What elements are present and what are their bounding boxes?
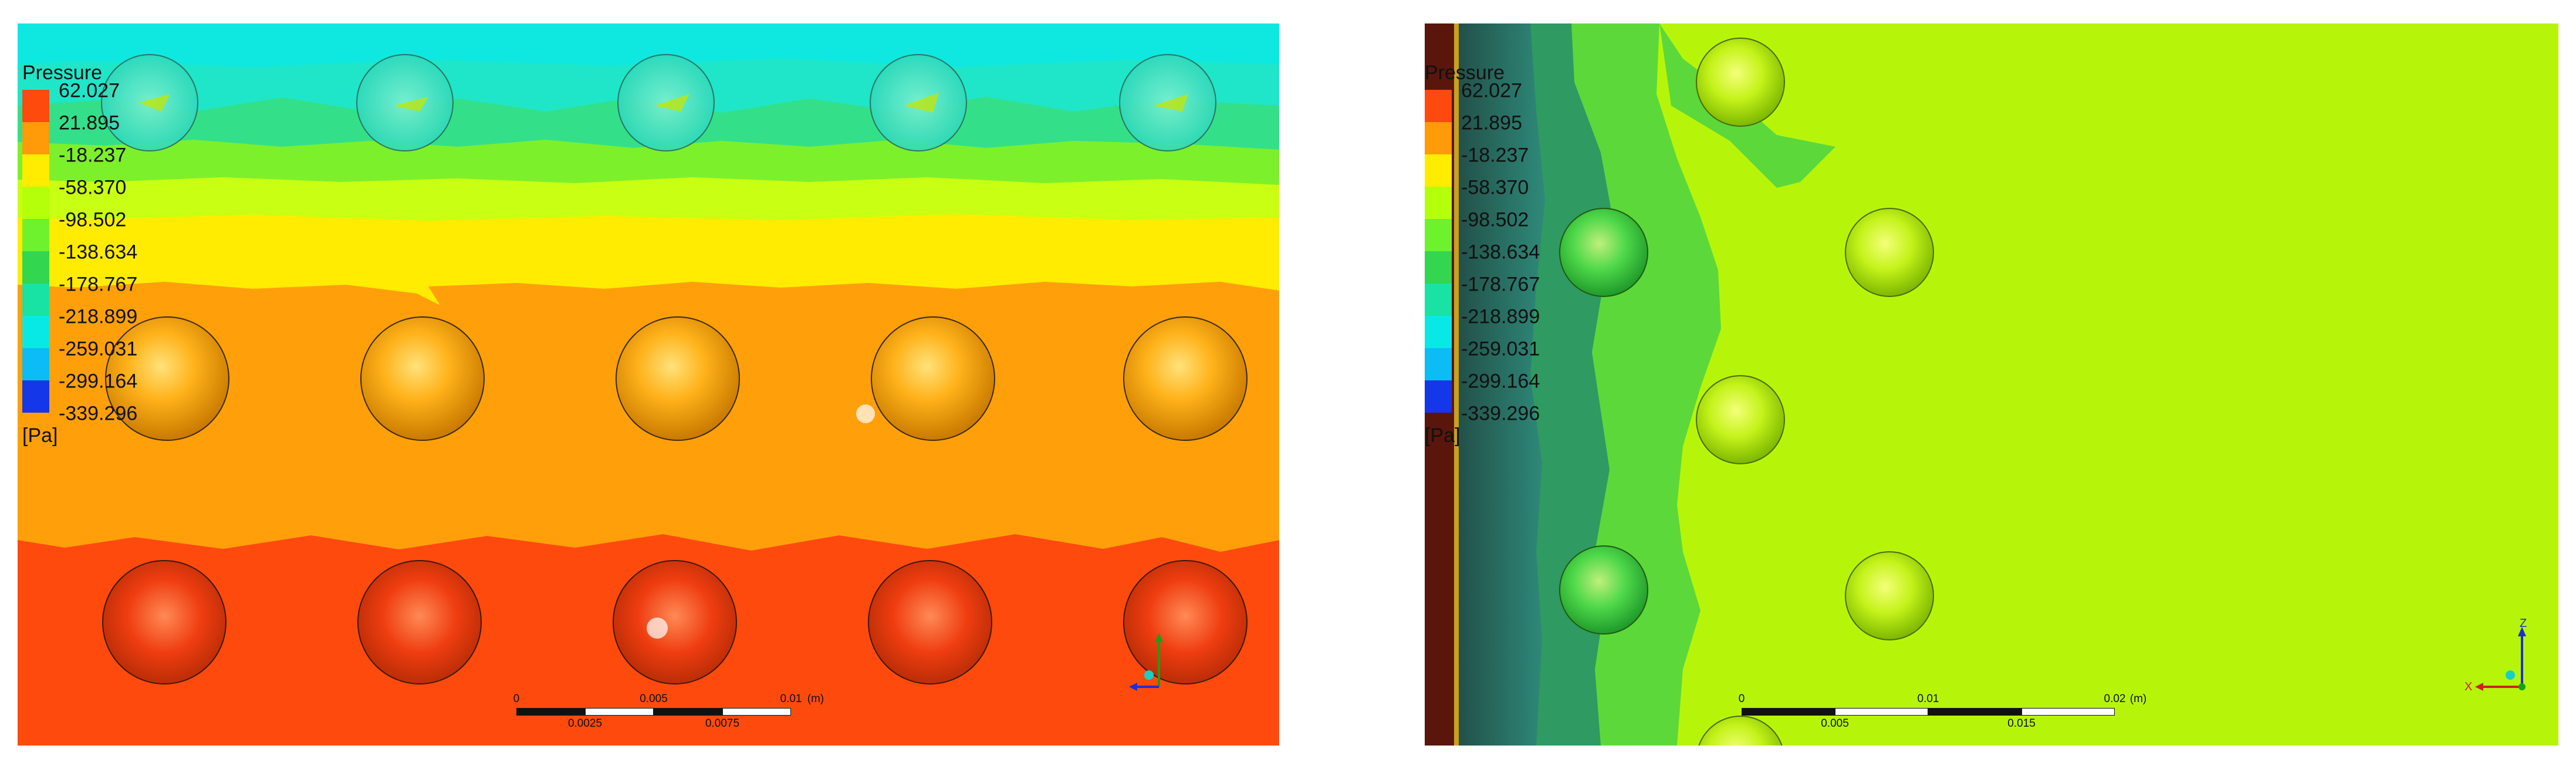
legend-swatch — [1425, 90, 1452, 122]
legend-swatch — [22, 187, 49, 219]
scale-label: 0 — [513, 693, 520, 705]
scale-segment — [1835, 708, 1928, 716]
scale-label: 0.0025 — [567, 717, 603, 730]
legend-swatch — [1425, 348, 1452, 380]
scale-unit: (m) — [2129, 693, 2147, 705]
scale-label: 0.01 — [1917, 693, 1939, 705]
legend-value: -339.296 — [1461, 402, 1540, 425]
legend-swatch — [1425, 187, 1452, 219]
legend-value: -339.296 — [59, 402, 138, 425]
axis-triad-left — [1129, 633, 1163, 691]
scale-bar-left: 0 0.005 0.01 (m) 0.0025 0.0075 — [513, 693, 824, 746]
pressure-contour-panel-right: Pressure 62.027 21.895 -18.237 -58.370 -… — [1425, 23, 2558, 746]
triad-x-label: X — [2465, 680, 2472, 693]
legend-unit: [Pa] — [22, 424, 58, 447]
legend-title: Pressure — [22, 62, 103, 84]
scale-bar-right: 0 0.01 0.02 (m) 0.005 0.015 — [1738, 693, 2152, 746]
pressure-legend-left: Pressure 62.027 21.895 -18.237 -58.370 -… — [22, 62, 198, 473]
legend-swatch — [1425, 122, 1452, 154]
legend-swatch — [22, 154, 49, 187]
legend-value: -18.237 — [59, 144, 127, 167]
scale-label: 0.015 — [2007, 717, 2036, 730]
scale-label: 0.02 — [2104, 693, 2126, 705]
legend-swatch — [22, 122, 49, 154]
legend-swatch — [22, 284, 49, 316]
legend-swatch — [22, 380, 49, 413]
scale-label: 0.005 — [1821, 717, 1849, 730]
legend-value: -218.899 — [1461, 305, 1540, 328]
pressure-legend-right: Pressure 62.027 21.895 -18.237 -58.370 -… — [1425, 62, 1601, 473]
pressure-contour-panel-left: Pressure 62.027 21.895 -18.237 -58.370 -… — [18, 23, 1279, 746]
legend-value: -178.767 — [59, 273, 138, 296]
legend-value: -98.502 — [1461, 208, 1529, 231]
legend-swatch — [1425, 284, 1452, 316]
legend-value: -178.767 — [1461, 273, 1540, 296]
scale-label: 0.01 — [780, 693, 802, 705]
legend-value: 62.027 — [59, 79, 120, 102]
axis-triad-right: Z X — [2465, 617, 2527, 693]
scale-segment — [654, 708, 722, 716]
legend-value: -259.031 — [1461, 338, 1540, 360]
legend-value: -98.502 — [59, 208, 127, 231]
scale-label: 0 — [1738, 693, 1745, 705]
triad-z-label: Z — [2520, 617, 2527, 630]
legend-swatch — [1425, 251, 1452, 284]
scale-segment — [2021, 708, 2115, 716]
legend-swatch — [1425, 316, 1452, 348]
legend-value: -58.370 — [1461, 176, 1529, 199]
legend-value: -299.164 — [59, 370, 138, 393]
legend-swatch — [22, 251, 49, 284]
legend-swatch — [1425, 219, 1452, 251]
scale-segment — [1742, 708, 1835, 716]
legend-title: Pressure — [1425, 62, 1505, 84]
scale-label: 0.005 — [640, 693, 668, 705]
pressure-contour-field-right — [1425, 23, 2558, 746]
legend-swatch — [22, 348, 49, 380]
legend-value: 21.895 — [59, 112, 120, 134]
scale-segment — [722, 708, 791, 716]
legend-value: -138.634 — [59, 241, 138, 264]
legend-value: -18.237 — [1461, 144, 1529, 167]
scale-label: 0.0075 — [705, 717, 740, 730]
legend-value: -218.899 — [59, 305, 138, 328]
legend-swatch — [22, 90, 49, 122]
legend-swatch — [22, 219, 49, 251]
legend-value: -58.370 — [59, 176, 127, 199]
legend-swatch — [1425, 380, 1452, 413]
scale-segment — [1928, 708, 2021, 716]
scale-segment — [516, 708, 585, 716]
pressure-contour-field-left — [18, 23, 1279, 746]
legend-swatch — [22, 316, 49, 348]
legend-value: -299.164 — [1461, 370, 1540, 393]
legend-swatch — [1425, 154, 1452, 187]
legend-unit: [Pa] — [1425, 424, 1461, 447]
legend-value: -259.031 — [59, 338, 138, 360]
legend-value: 21.895 — [1461, 112, 1522, 134]
legend-value: 62.027 — [1461, 79, 1522, 102]
scale-segment — [585, 708, 654, 716]
legend-value: -138.634 — [1461, 241, 1540, 264]
scale-unit: (m) — [807, 693, 824, 705]
